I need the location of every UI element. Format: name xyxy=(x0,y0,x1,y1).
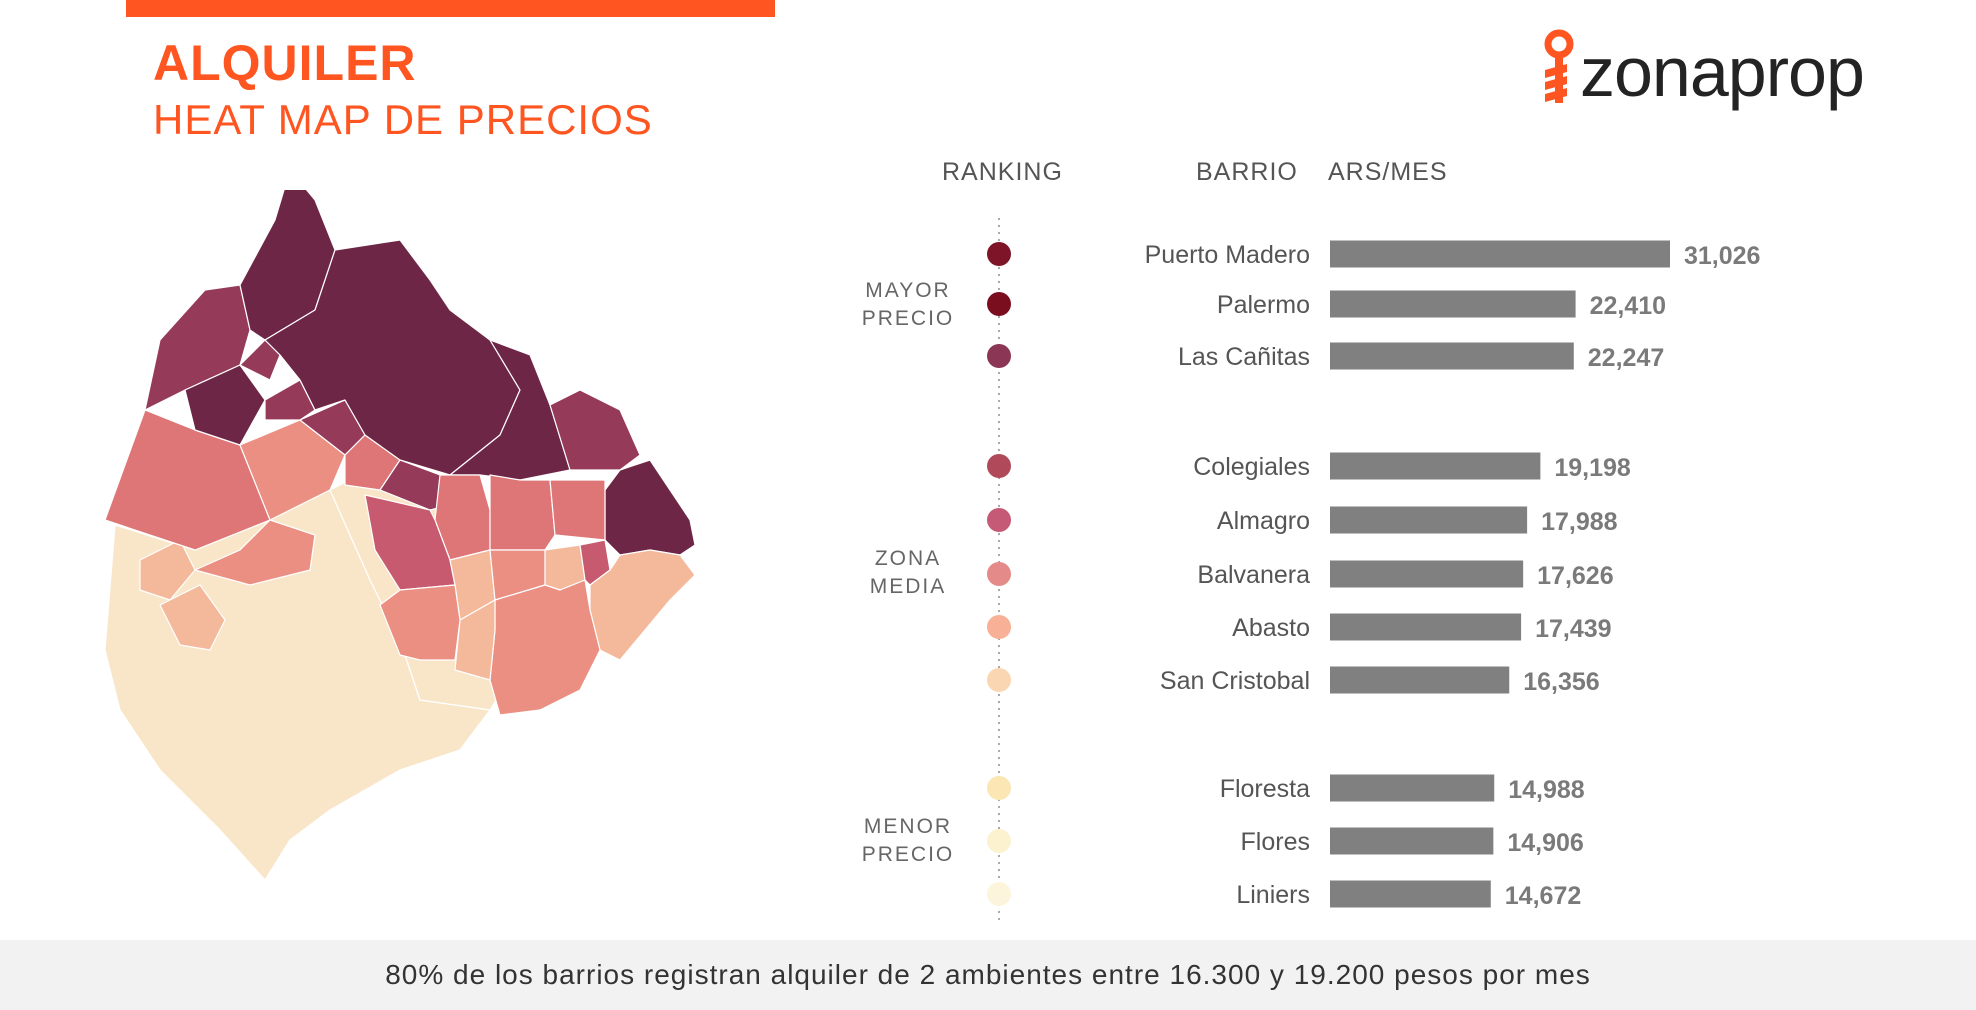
ranking-dot xyxy=(987,668,1011,692)
ranking-bar-chart: MAYOR PRECIO Puerto Madero 31,026 Palermo 22,… xyxy=(862,218,1760,920)
accent-bar xyxy=(126,0,775,17)
price-bar xyxy=(1330,240,1670,268)
group-label-line2: PRECIO xyxy=(862,307,955,330)
column-header-value: ARS/MES xyxy=(1328,158,1448,186)
ranking-dot xyxy=(987,562,1011,586)
map-area-west-3 xyxy=(194,519,316,586)
barrio-label: Abasto xyxy=(1232,614,1310,642)
group-label-line2: MEDIA xyxy=(870,575,947,598)
barrio-label: Las Cañitas xyxy=(1178,343,1310,371)
barrio-label: Almagro xyxy=(1217,507,1310,535)
price-bar xyxy=(1330,774,1495,802)
price-bar xyxy=(1330,880,1491,908)
barrio-label: Colegiales xyxy=(1193,453,1310,481)
ranking-dot xyxy=(987,242,1011,266)
price-bar xyxy=(1330,342,1574,370)
value-label: 14,988 xyxy=(1508,776,1585,804)
column-header-ranking: RANKING xyxy=(942,158,1063,186)
barrio-label: Balvanera xyxy=(1197,561,1310,589)
barrio-label: Palermo xyxy=(1217,291,1310,319)
page-title: ALQUILER xyxy=(153,35,417,91)
price-bar xyxy=(1330,452,1541,480)
ranking-dot xyxy=(987,292,1011,316)
ranking-dot xyxy=(987,454,1011,478)
barrio-label: San Cristobal xyxy=(1160,667,1310,695)
barrio-label: Floresta xyxy=(1220,775,1310,803)
value-label: 22,410 xyxy=(1590,292,1666,320)
ranking-dot xyxy=(987,882,1011,906)
map-area-flores-south xyxy=(379,584,461,661)
brand-name: zonaprop xyxy=(1580,33,1865,111)
price-heat-map xyxy=(104,190,696,881)
ranking-dot xyxy=(987,776,1011,800)
ranking-dot xyxy=(987,508,1011,532)
group-label-line1: ZONA xyxy=(875,547,941,570)
barrio-label: Flores xyxy=(1241,828,1310,856)
value-label: 16,356 xyxy=(1523,668,1599,696)
value-label: 17,988 xyxy=(1541,508,1618,536)
price-bar xyxy=(1330,666,1510,694)
key-icon xyxy=(1544,29,1574,103)
map-area-west-5 xyxy=(239,419,346,521)
ranking-dot xyxy=(987,829,1011,853)
value-label: 14,906 xyxy=(1507,829,1583,857)
group-label-line1: MENOR xyxy=(864,815,952,838)
footer-note: 80% de los barrios registran alquiler de… xyxy=(385,959,1591,990)
map-area-parque-patricios xyxy=(454,599,496,681)
zonaprop-logo: zonaprop xyxy=(1535,26,1955,116)
value-label: 19,198 xyxy=(1554,454,1631,482)
value-label: 17,626 xyxy=(1537,562,1613,590)
value-label: 22,247 xyxy=(1588,344,1664,372)
group-label-line1: MAYOR xyxy=(865,279,950,302)
column-header-barrio: BARRIO xyxy=(1196,158,1298,186)
price-bar xyxy=(1330,827,1494,855)
map-area-north-4 xyxy=(264,379,316,421)
price-bar xyxy=(1330,290,1576,318)
price-bar xyxy=(1330,560,1524,588)
footer-banner: 80% de los barrios registran alquiler de… xyxy=(0,940,1976,1010)
map-area-boca xyxy=(589,549,696,661)
page-subtitle: HEAT MAP DE PRECIOS xyxy=(153,96,653,143)
ranking-dot xyxy=(987,344,1011,368)
barrio-label: Puerto Madero xyxy=(1145,241,1310,269)
value-label: 17,439 xyxy=(1535,615,1611,643)
value-label: 31,026 xyxy=(1684,242,1760,270)
map-area-west-2 xyxy=(159,584,226,651)
group-label-line2: PRECIO xyxy=(862,843,955,866)
value-label: 14,672 xyxy=(1505,882,1581,910)
barrio-label: Liniers xyxy=(1236,881,1310,909)
price-bar xyxy=(1330,506,1528,534)
ranking-dot xyxy=(987,615,1011,639)
map-area-balvanera xyxy=(489,474,556,551)
map-area-north-1 xyxy=(184,364,266,446)
map-area-retiro xyxy=(549,389,641,471)
price-bar xyxy=(1330,613,1522,641)
